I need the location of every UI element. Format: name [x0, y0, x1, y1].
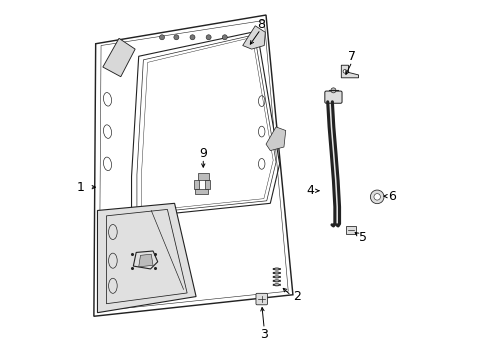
- FancyBboxPatch shape: [204, 180, 210, 189]
- FancyBboxPatch shape: [197, 173, 208, 180]
- Circle shape: [206, 35, 211, 40]
- FancyBboxPatch shape: [255, 293, 267, 305]
- Polygon shape: [341, 65, 358, 78]
- Circle shape: [330, 88, 335, 93]
- Text: 3: 3: [260, 328, 267, 341]
- Text: 8: 8: [256, 18, 264, 31]
- Text: 1: 1: [77, 181, 85, 194]
- Polygon shape: [265, 127, 285, 150]
- Polygon shape: [97, 203, 196, 313]
- FancyBboxPatch shape: [324, 91, 341, 103]
- Text: 6: 6: [387, 190, 395, 203]
- Polygon shape: [139, 254, 153, 267]
- Text: 5: 5: [359, 231, 366, 244]
- FancyBboxPatch shape: [345, 226, 356, 234]
- Polygon shape: [102, 39, 135, 77]
- Circle shape: [369, 190, 383, 204]
- Text: 4: 4: [306, 184, 314, 197]
- FancyBboxPatch shape: [193, 180, 198, 189]
- Circle shape: [190, 35, 195, 40]
- Circle shape: [343, 69, 346, 73]
- Circle shape: [159, 35, 164, 40]
- Circle shape: [174, 35, 179, 40]
- Text: 9: 9: [199, 147, 207, 159]
- Polygon shape: [242, 26, 265, 49]
- Text: 2: 2: [292, 290, 300, 303]
- Circle shape: [373, 194, 380, 200]
- Circle shape: [222, 35, 227, 40]
- FancyBboxPatch shape: [195, 189, 208, 194]
- Text: 7: 7: [347, 50, 355, 63]
